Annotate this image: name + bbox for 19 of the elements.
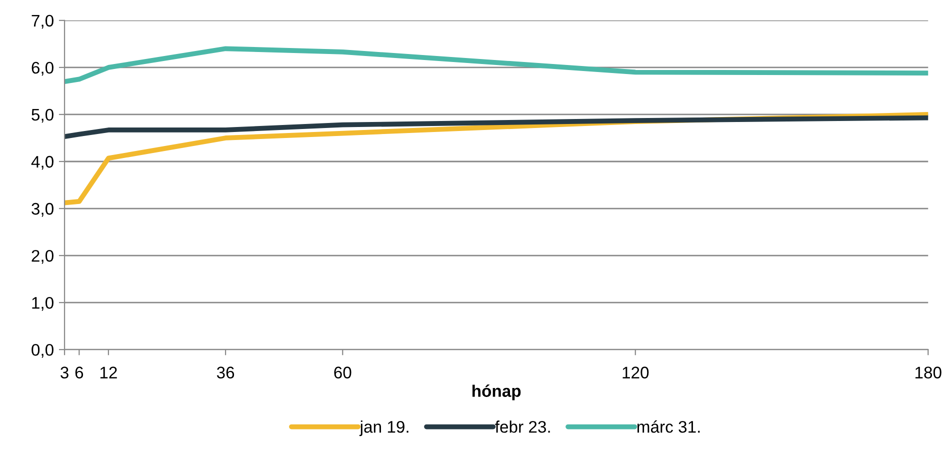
legend-label: febr 23.	[495, 420, 550, 433]
y-tick-label: 0,0	[32, 344, 54, 358]
x-tick-label: 180	[915, 366, 942, 378]
y-tick-label: 7,0	[32, 14, 54, 29]
y-tick-label: 5,0	[32, 108, 54, 123]
x-tick-label: 12	[100, 366, 117, 378]
x-tick-label: 3	[60, 366, 68, 378]
legend-label: jan 19.	[359, 420, 408, 436]
x-axis-title: hónap	[472, 384, 521, 400]
x-tick-label: 6	[75, 366, 84, 378]
legend-label: márc 31.	[637, 420, 700, 433]
y-tick-label: 1,0	[32, 296, 54, 311]
x-tick-label: 36	[216, 366, 234, 378]
y-tick-label: 3,0	[32, 202, 54, 217]
x-tick-label: 60	[334, 366, 352, 378]
y-tick-label: 2,0	[32, 250, 54, 264]
y-tick-label: 6,0	[32, 62, 54, 76]
y-tick-label: 4,0	[31, 156, 54, 170]
x-tick-label: 120	[622, 366, 649, 378]
